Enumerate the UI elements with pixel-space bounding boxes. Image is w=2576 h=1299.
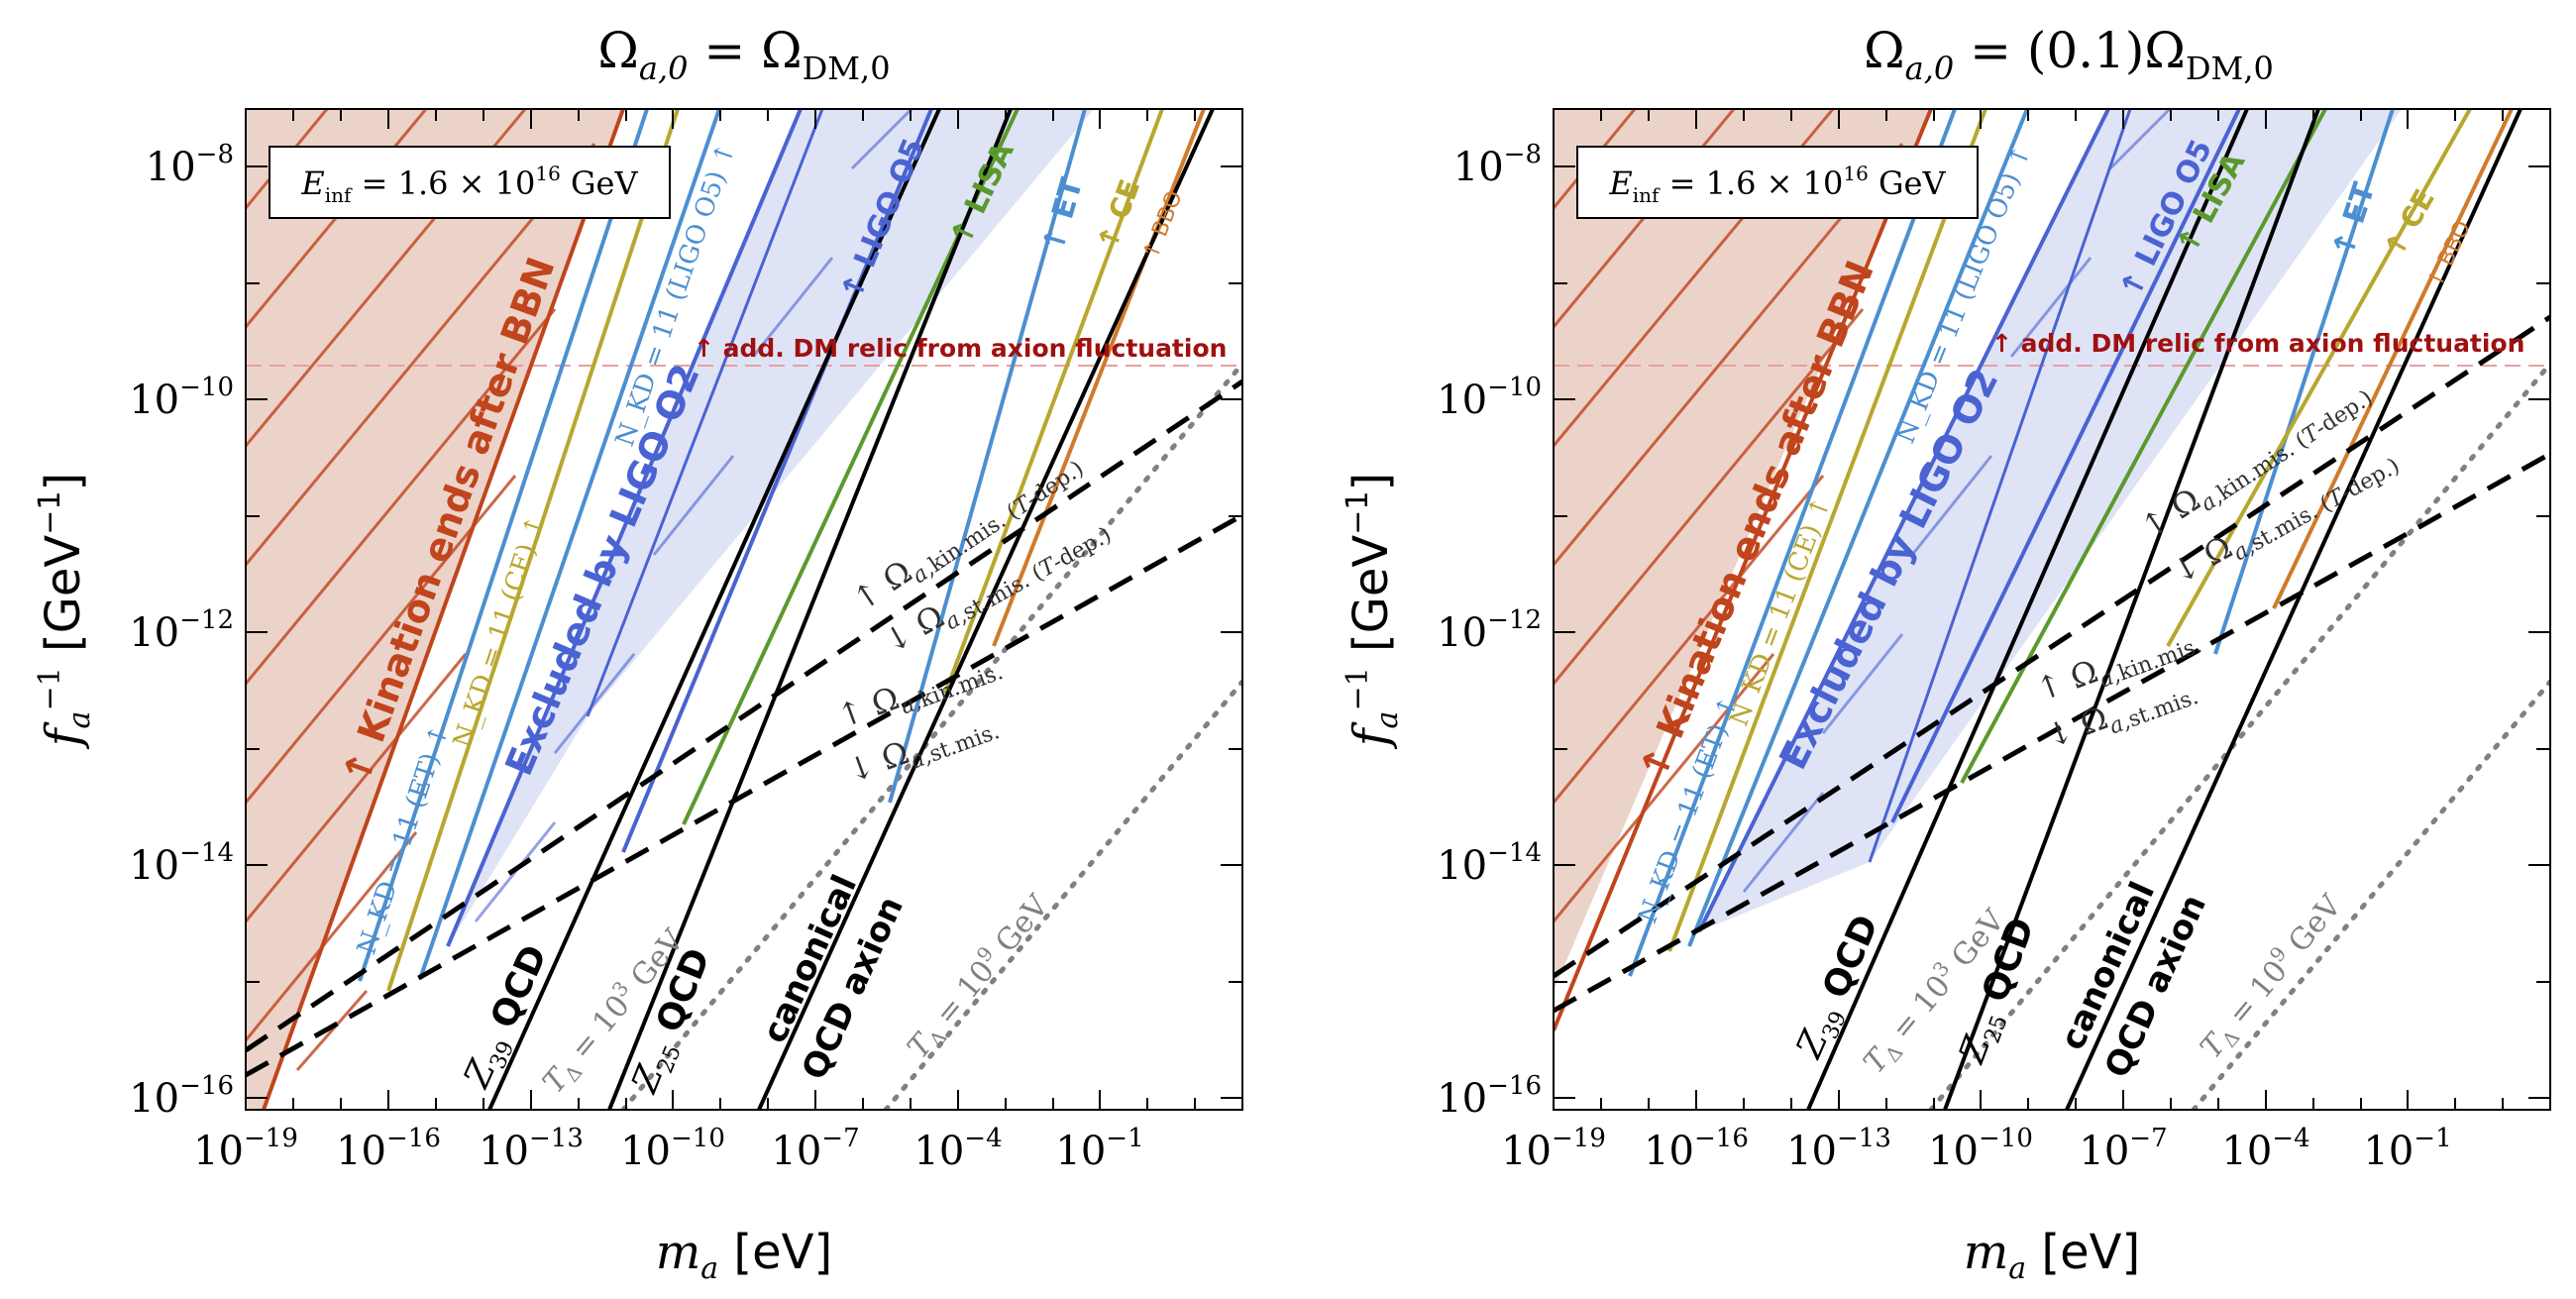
ligo-o2-band — [1699, 109, 2402, 931]
et-line — [888, 109, 1087, 804]
y-tick-label: 10−14 — [1437, 838, 1542, 889]
et-nkd-line — [358, 109, 649, 982]
inset-text: Einf = 1.6 × 1016 GeV — [1608, 162, 1946, 207]
et-nkd-line — [1628, 109, 1957, 977]
y-axis-label: fa−1 [GeV−1] — [33, 473, 97, 749]
x-tick-label: 10−7 — [2079, 1124, 2167, 1174]
y-tick-label: 10−8 — [146, 140, 234, 190]
y-ticks — [1554, 165, 2550, 1099]
x-tick-label: 10−4 — [913, 1124, 1002, 1174]
plot-frame — [245, 108, 1243, 1111]
y-axis-label: fa−1 [GeV−1] — [1341, 473, 1405, 749]
z39-qcd-line — [487, 109, 941, 1110]
y-tick-label: 10−14 — [129, 838, 234, 889]
z25-qcd-line — [607, 109, 1013, 1110]
plot-frame — [1553, 108, 2551, 1111]
kination-line — [262, 109, 625, 1110]
x-tick-label: 10−10 — [620, 1124, 725, 1174]
panel-right: Ωa,0 = (0.1)ΩDM,0 — [1341, 22, 2551, 1286]
et-line — [2213, 109, 2395, 655]
y-tick-label: 10−12 — [1437, 605, 1542, 656]
ligo-o5-line — [1890, 109, 2241, 823]
inset-text: Einf = 1.6 × 1016 GeV — [300, 162, 638, 207]
z25-qcd-line — [1943, 109, 2320, 1110]
kination-region — [1554, 109, 1931, 991]
lisa-line — [1960, 109, 2327, 784]
x-tick-labels: 10−19 10−16 10−13 10−10 10−7 10−4 10−1 — [1501, 1124, 2452, 1174]
ligo-o5-nkd-line — [1687, 109, 2029, 947]
dm-relic-label: ↑ add. DM relic from axion fluctuation — [1991, 329, 2524, 358]
y-tick-label: 10−16 — [129, 1071, 234, 1122]
ligo-o5-nkd-line — [418, 109, 721, 980]
ce-label: ↑ CE — [2377, 183, 2441, 263]
x-tick-label: 10−16 — [336, 1124, 441, 1174]
panel-title: Ωa,0 = (0.1)ΩDM,0 — [1864, 22, 2274, 87]
ce-nkd-line — [1667, 109, 1987, 952]
inset-box — [1576, 146, 1979, 219]
y-tick-label: 10−8 — [1453, 140, 1542, 190]
ligo-o2-left-line — [1697, 109, 2110, 932]
y-tick-label: 10−10 — [1437, 373, 1542, 423]
ligo-o2-right-line — [586, 109, 824, 717]
dm-relic-label: ↑ add. DM relic from axion fluctuation — [694, 334, 1227, 363]
t-delta-3-line — [620, 361, 1242, 1110]
t-delta-3-line — [1928, 361, 2550, 1110]
x-tick-label: 10−19 — [1501, 1124, 1606, 1174]
panel-title: Ωa,0 = ΩDM,0 — [597, 22, 890, 87]
bbo-label: ↑ BBO — [2422, 217, 2476, 292]
kination-line — [1554, 109, 1933, 1031]
et-label: ↑ ET — [1035, 173, 1090, 257]
plot-area — [1554, 109, 2550, 1110]
kin-mis-line — [1554, 314, 2550, 979]
canonical-qcd-line — [757, 109, 1215, 1110]
ce-nkd-line — [386, 109, 680, 992]
t-delta-9-line — [2191, 679, 2550, 1110]
y-tick-label: 10−10 — [129, 373, 234, 423]
bbo-line — [2272, 109, 2514, 609]
st-mis-line — [246, 512, 1242, 1078]
canonical-qcd-line — [2065, 109, 2522, 1110]
st-mis-line — [1554, 451, 2550, 1014]
x-tick-label: 10−13 — [1786, 1124, 1891, 1174]
ligo-o2-right-line — [1868, 109, 2132, 863]
y-tick-labels: 10−8 10−10 10−12 10−14 10−16 — [1437, 140, 1542, 1122]
ce-line — [2166, 109, 2472, 647]
x-axis-label: ma [eV] — [1964, 1225, 2140, 1286]
ligo-o2-left-line — [446, 109, 803, 947]
t-delta-9-line — [883, 679, 1242, 1110]
x-ticks — [245, 109, 1196, 1110]
x-tick-label: 10−1 — [2363, 1124, 2451, 1174]
y-tick-labels: 10−8 10−10 10−12 10−14 10−16 — [129, 140, 234, 1122]
ce-label: ↑ CE — [1091, 175, 1146, 255]
x-tick-label: 10−4 — [2221, 1124, 2309, 1174]
x-tick-label: 10−7 — [771, 1124, 859, 1174]
x-ticks — [1553, 109, 2504, 1110]
ligo-o2-hatch — [1742, 109, 2172, 893]
z39-qcd-line — [1806, 109, 2249, 1110]
bbo-label: ↑ BBO — [1138, 187, 1188, 264]
z39-label: Z39 QCD — [1788, 910, 1891, 1067]
t9-label: TΔ = 109 GeV — [2191, 885, 2352, 1067]
ligo-o5-line — [621, 109, 933, 853]
kin-mis-line — [246, 379, 1242, 1053]
y-tick-label: 10−12 — [129, 605, 234, 656]
panel-left: Ωa,0 = ΩDM,0 — [33, 22, 1243, 1286]
t9-label: TΔ = 109 GeV — [898, 885, 1059, 1067]
inset-box — [268, 146, 671, 219]
x-tick-label: 10−13 — [479, 1124, 584, 1174]
ligo-o2-band — [448, 109, 1094, 946]
ce-line — [943, 109, 1164, 695]
bbo-line — [992, 109, 1206, 647]
x-tick-label: 10−1 — [1055, 1124, 1143, 1174]
x-axis-label: ma [eV] — [656, 1225, 832, 1286]
x-tick-label: 10−10 — [1928, 1124, 2033, 1174]
x-tick-label: 10−16 — [1644, 1124, 1749, 1174]
y-ticks — [246, 165, 1242, 1099]
x-tick-label: 10−19 — [193, 1124, 298, 1174]
x-tick-labels: 10−19 10−16 10−13 10−10 10−7 10−4 10−1 — [193, 1124, 1144, 1174]
y-tick-label: 10−16 — [1437, 1071, 1542, 1122]
kination-region — [246, 109, 623, 1110]
